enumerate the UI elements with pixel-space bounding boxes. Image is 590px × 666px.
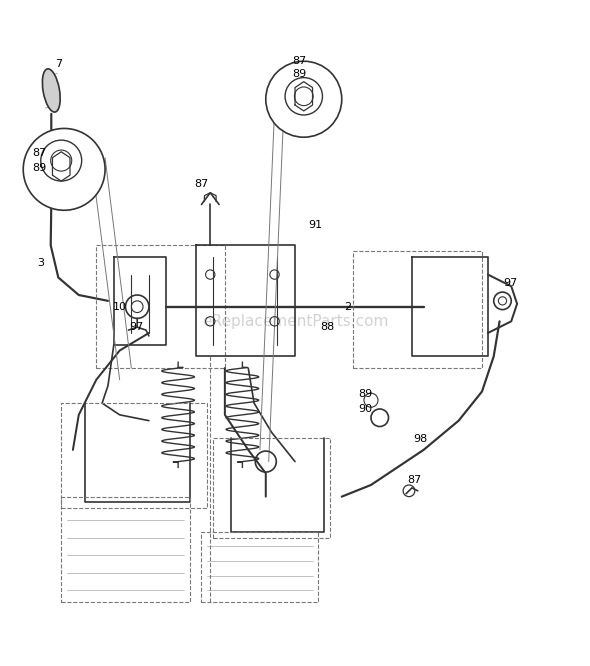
Text: 88: 88 bbox=[320, 322, 335, 332]
Text: 91: 91 bbox=[309, 220, 323, 230]
Ellipse shape bbox=[42, 69, 60, 112]
Text: 7: 7 bbox=[55, 59, 62, 69]
Text: 3: 3 bbox=[37, 258, 44, 268]
Text: 98: 98 bbox=[414, 434, 428, 444]
Circle shape bbox=[23, 129, 105, 210]
Text: 90: 90 bbox=[358, 404, 372, 414]
Text: 89: 89 bbox=[358, 390, 372, 400]
Text: 97: 97 bbox=[503, 278, 517, 288]
Text: eReplacementParts.com: eReplacementParts.com bbox=[202, 314, 388, 329]
Text: 87: 87 bbox=[32, 148, 46, 158]
Bar bbox=[61, 403, 207, 508]
Text: 87: 87 bbox=[194, 179, 209, 189]
Text: 2: 2 bbox=[344, 302, 351, 312]
Bar bbox=[353, 251, 482, 368]
Text: 89: 89 bbox=[293, 69, 307, 79]
Text: 87: 87 bbox=[293, 56, 307, 66]
Bar bbox=[213, 438, 330, 537]
Bar bbox=[61, 497, 190, 602]
Text: 87: 87 bbox=[408, 476, 422, 486]
Bar bbox=[202, 531, 319, 602]
Text: 89: 89 bbox=[32, 163, 46, 172]
Text: 10: 10 bbox=[113, 302, 127, 312]
Bar bbox=[96, 245, 225, 368]
Circle shape bbox=[266, 61, 342, 137]
Text: 97: 97 bbox=[129, 322, 143, 332]
